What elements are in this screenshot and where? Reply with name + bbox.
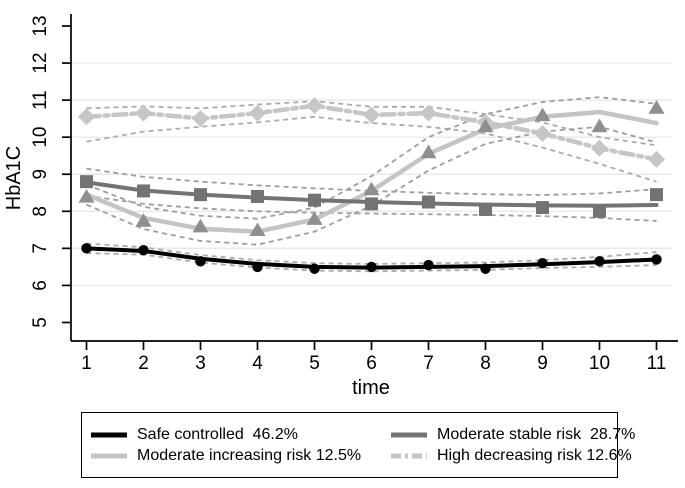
legend-item-high-decreasing-risk: High decreasing risk 12.6% [390, 446, 635, 464]
legend-item-moderate-stable-risk: Moderate stable risk 28.7% [390, 425, 636, 443]
legend-label-moderate-stable-risk: Moderate stable risk 28.7% [437, 425, 636, 443]
ci-upper-moderate-increasing-risk [86, 96, 657, 220]
ci-lower-high-decreasing-risk [86, 115, 657, 183]
x-tick-label: 5 [309, 353, 320, 374]
series-markers [78, 97, 665, 274]
marker-circle [195, 256, 206, 267]
marker-diamond [192, 110, 209, 128]
marker-square [251, 189, 264, 203]
marker-triangle [192, 218, 209, 233]
marker-square [137, 184, 150, 198]
gridlines [71, 62, 672, 287]
marker-diamond [648, 150, 665, 168]
marker-triangle [78, 188, 95, 203]
y-tick-label: 10 [30, 127, 51, 148]
y-tick-label: 6 [30, 280, 51, 291]
ci-upper-high-decreasing-risk [86, 100, 657, 147]
x-tick-label: 1 [81, 353, 92, 374]
y-tick-label: 12 [30, 52, 51, 73]
legend-item-moderate-increasing-risk: Moderate increasing risk 12.5% [90, 446, 390, 464]
marker-square [194, 188, 207, 202]
x-tick-label: 2 [138, 353, 149, 374]
marker-square [479, 202, 492, 216]
legend-swatch-high-decreasing-risk [390, 451, 428, 461]
marker-square [308, 193, 321, 207]
x-tick-label: 4 [252, 353, 263, 374]
x-tick-label: 6 [366, 353, 377, 374]
y-axis-title: HbA1C [3, 146, 25, 210]
legend-swatch-moderate-stable-risk [390, 430, 428, 440]
x-axis-title: time [352, 377, 390, 399]
marker-square [80, 175, 93, 189]
marker-circle [81, 243, 92, 254]
legend-item-safe-controlled: Safe controlled 46.2% [90, 425, 390, 443]
marker-circle [480, 263, 491, 274]
marker-triangle [648, 100, 665, 114]
legend-swatch-moderate-increasing-risk [90, 451, 128, 461]
markers-safe-controlled [81, 243, 662, 274]
marker-diamond [534, 124, 551, 142]
y-tick-label: 8 [30, 206, 51, 217]
marker-triangle [135, 213, 152, 227]
marker-diamond [135, 104, 152, 122]
legend-label-high-decreasing-risk: High decreasing risk 12.6% [437, 446, 632, 464]
marker-circle [252, 261, 263, 273]
marker-square [422, 195, 435, 209]
marker-circle [366, 261, 377, 273]
x-tick-label: 8 [480, 353, 491, 374]
x-tick-label: 10 [589, 353, 610, 374]
legend-label-moderate-increasing-risk: Moderate increasing risk 12.5% [137, 446, 362, 464]
marker-triangle [363, 181, 380, 196]
y-tick-label: 13 [30, 15, 51, 36]
legend-label-safe-controlled: Safe controlled 46.2% [137, 425, 298, 443]
x-tick-label: 9 [537, 353, 548, 374]
marker-triangle [534, 107, 551, 122]
legend: Safe controlled 46.2% Moderate stable ri… [81, 412, 635, 478]
marker-circle [138, 245, 149, 256]
markers-moderate-increasing-risk [78, 100, 665, 237]
marker-triangle [306, 211, 323, 225]
marker-square [365, 197, 378, 211]
marker-circle [309, 263, 320, 274]
marker-circle [423, 259, 434, 271]
axes [62, 14, 678, 350]
marker-square [593, 204, 606, 218]
x-tick-label: 11 [647, 353, 667, 374]
marker-triangle [591, 118, 608, 133]
marker-square [536, 201, 549, 215]
y-tick-label: 5 [30, 317, 51, 328]
marker-diamond [591, 139, 608, 157]
markers-moderate-stable-risk [80, 175, 663, 218]
marker-diamond [249, 104, 266, 122]
y-tick-label: 11 [30, 90, 51, 110]
marker-circle [594, 256, 605, 267]
marker-diamond [78, 108, 95, 126]
marker-triangle [477, 118, 494, 133]
marker-triangle [249, 222, 266, 237]
y-tick-label: 9 [30, 169, 51, 180]
x-tick-label: 3 [195, 353, 206, 374]
marker-triangle [420, 144, 437, 159]
x-tick-label: 7 [423, 353, 434, 374]
marker-diamond [363, 106, 380, 124]
marker-circle [537, 257, 548, 269]
markers-high-decreasing-risk [78, 97, 665, 168]
marker-diamond [306, 97, 323, 115]
marker-diamond [420, 104, 437, 122]
marker-square [650, 188, 663, 202]
y-tick-label: 7 [30, 243, 51, 254]
legend-swatch-safe-controlled [90, 430, 128, 440]
marker-circle [651, 254, 662, 265]
